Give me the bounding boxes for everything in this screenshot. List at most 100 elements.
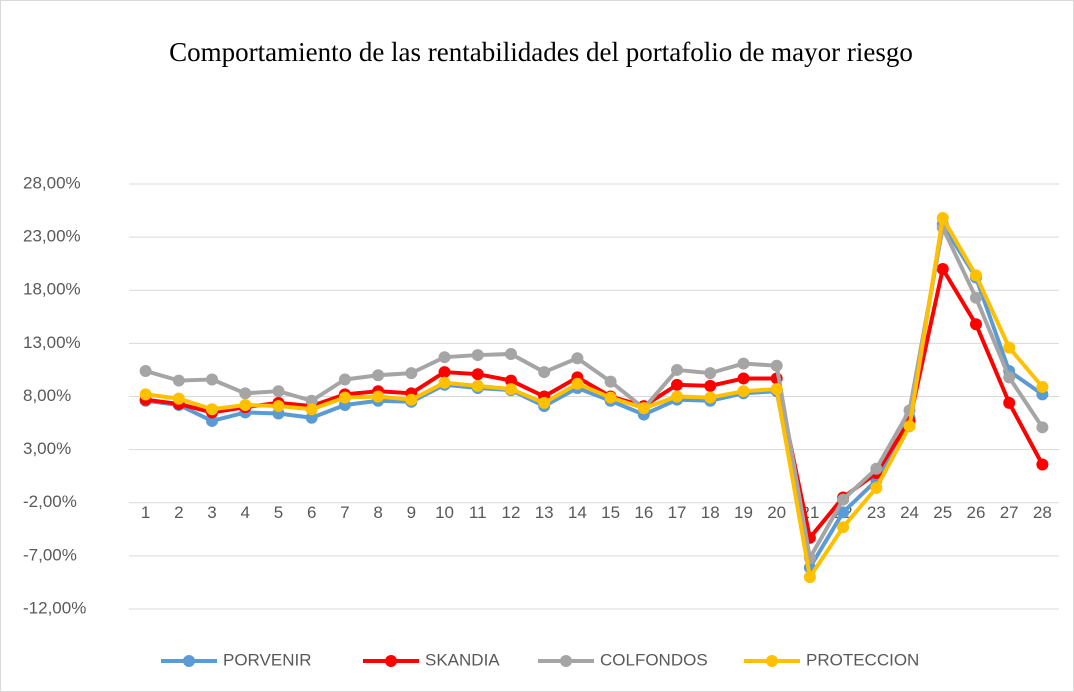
data-point <box>837 506 850 519</box>
data-point <box>471 368 484 381</box>
series-line <box>145 225 1045 560</box>
data-point <box>571 377 584 390</box>
chart-title: Comportamiento de las rentabilidades del… <box>169 37 913 67</box>
data-point <box>1003 341 1016 354</box>
data-point <box>837 521 850 534</box>
x-tick-label: 6 <box>307 503 316 522</box>
data-point <box>1036 458 1049 471</box>
x-tick-label: 17 <box>668 503 687 522</box>
data-point <box>305 411 318 424</box>
data-point <box>538 366 551 379</box>
data-point <box>438 351 451 364</box>
series-line <box>145 267 1045 540</box>
data-point <box>405 393 418 406</box>
data-point <box>671 378 684 391</box>
x-tick-label: 23 <box>867 503 886 522</box>
data-point <box>372 390 385 403</box>
data-point <box>637 402 650 415</box>
data-point <box>837 493 850 506</box>
data-point <box>671 390 684 403</box>
data-point <box>405 367 418 380</box>
data-point <box>969 318 982 331</box>
data-point <box>272 385 285 398</box>
legend-marker <box>766 655 778 667</box>
data-point <box>206 414 219 427</box>
data-point <box>969 291 982 304</box>
data-point <box>704 379 717 392</box>
data-point <box>737 357 750 370</box>
y-tick-label: 13,00% <box>23 333 81 352</box>
data-point <box>206 373 219 386</box>
legend-marker <box>560 655 572 667</box>
data-point <box>704 367 717 380</box>
data-point <box>903 420 916 433</box>
y-tick-label: 28,00% <box>23 173 81 192</box>
data-point <box>504 383 517 396</box>
y-tick-label: 23,00% <box>23 227 81 246</box>
data-point <box>239 399 252 411</box>
data-point <box>338 373 351 386</box>
x-tick-label: 13 <box>535 503 554 522</box>
data-point <box>305 403 318 416</box>
data-point <box>305 394 318 407</box>
x-tick-label: 5 <box>274 503 283 522</box>
legend-label: COLFONDOS <box>600 650 708 669</box>
data-point <box>338 391 351 404</box>
x-tick-label: 27 <box>1000 503 1019 522</box>
data-point <box>604 391 617 404</box>
data-point <box>504 348 517 360</box>
x-tick-label: 25 <box>933 503 952 522</box>
data-point <box>936 263 949 275</box>
x-tick-label: 19 <box>734 503 753 522</box>
x-tick-label: 12 <box>502 503 521 522</box>
x-tick-label: 4 <box>241 503 250 522</box>
data-point <box>538 396 551 409</box>
data-point <box>139 388 152 401</box>
y-tick-label: -7,00% <box>23 545 77 564</box>
data-point <box>936 212 949 224</box>
data-point <box>737 372 750 385</box>
y-tick-label: 3,00% <box>23 439 71 458</box>
legend-marker <box>385 655 397 667</box>
x-tick-label: 8 <box>373 503 382 522</box>
data-point <box>770 359 783 372</box>
data-point <box>704 391 717 404</box>
data-point <box>438 376 451 389</box>
x-tick-label: 11 <box>469 503 487 522</box>
data-point <box>239 387 252 400</box>
data-point <box>737 385 750 398</box>
data-point <box>172 374 185 387</box>
x-tick-label: 18 <box>701 503 720 522</box>
data-point <box>803 571 816 584</box>
x-tick-label: 9 <box>407 503 416 522</box>
x-tick-label: 2 <box>174 503 183 522</box>
y-tick-label: 8,00% <box>23 386 71 405</box>
data-point <box>504 374 517 387</box>
data-point <box>969 269 982 282</box>
y-tick-label: -2,00% <box>23 492 77 511</box>
data-point <box>604 375 617 388</box>
x-tick-label: 28 <box>1033 503 1052 522</box>
data-point <box>139 365 152 377</box>
data-point <box>770 383 783 396</box>
x-tick-label: 20 <box>767 503 786 522</box>
legend-label: SKANDIA <box>425 650 500 669</box>
data-point <box>671 363 684 376</box>
data-point <box>571 352 584 365</box>
x-tick-label: 1 <box>141 503 150 522</box>
data-point <box>206 403 219 416</box>
x-tick-label: 7 <box>340 503 349 522</box>
y-tick-label: 18,00% <box>23 280 81 299</box>
x-tick-label: 10 <box>435 503 454 522</box>
series-line <box>145 216 1044 580</box>
legend-marker <box>183 655 195 667</box>
data-point <box>471 379 484 392</box>
data-point <box>1036 380 1049 393</box>
data-point <box>870 462 883 475</box>
data-point <box>272 400 285 413</box>
data-point <box>1036 421 1049 434</box>
x-tick-label: 16 <box>634 503 653 522</box>
x-tick-label: 26 <box>967 503 986 522</box>
